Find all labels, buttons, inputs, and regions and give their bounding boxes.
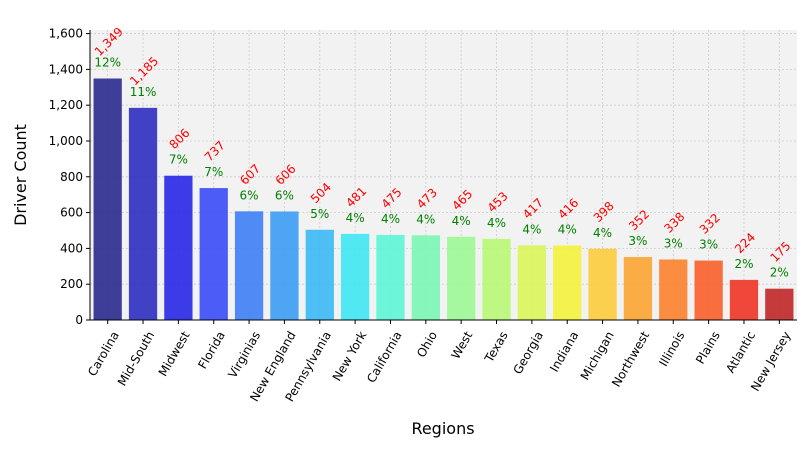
percent-label: 3% [628,234,647,248]
x-tick-label: Michigan [578,329,617,383]
percent-label: 2% [734,257,753,271]
bar [376,234,405,320]
x-tick-label: Ohio [414,329,440,360]
percent-label: 4% [346,211,365,225]
x-tick-label: New York [330,329,370,384]
bar [729,279,759,320]
bar [694,260,723,320]
bar [659,259,688,320]
y-axis-title: Driver Count [11,124,30,226]
x-axis-title: Regions [411,419,474,438]
bar [234,211,264,320]
percent-label: 4% [381,212,400,226]
x-tick-label: Texas [482,329,511,366]
percent-label: 2% [770,266,789,280]
bar [128,107,158,321]
percent-label: 4% [452,214,471,228]
y-tick-label: 600 [60,206,83,220]
bars [93,78,794,321]
x-tick-label: Indiana [547,329,581,374]
bar [588,248,617,320]
percent-label: 6% [240,188,259,202]
bar [765,288,794,320]
percent-label: 7% [169,153,188,167]
bar [553,245,582,320]
x-tick-label: California [364,329,405,385]
y-ticks: 0 200 400 600 800 1,000 1,200 1,400 1,600 [49,27,90,327]
y-tick-label: 1,400 [49,62,83,76]
y-tick-label: 200 [60,277,83,291]
x-tick-label: Georgia [510,329,546,377]
percent-label: 4% [522,222,541,236]
percent-label: 4% [558,223,577,237]
bar [270,211,299,320]
percent-label: 6% [275,189,294,203]
x-tick-label: West [449,329,476,362]
x-tick-label: Mid-South [115,329,157,388]
bar [482,238,511,320]
bar [340,233,370,320]
bar [199,188,228,320]
bar [517,245,547,320]
bar [411,235,440,320]
y-tick-label: 1,000 [49,134,83,148]
bar [164,175,193,320]
y-tick-label: 1,600 [49,27,83,41]
x-tick-label: Plains [693,329,723,366]
y-tick-label: 0 [75,313,83,327]
bar [305,229,334,320]
x-tick-label: Illinois [656,329,687,369]
percent-label: 7% [204,165,223,179]
percent-label: 4% [487,216,506,230]
percent-label: 12% [94,56,121,70]
percent-label: 11% [130,85,157,99]
x-tick-label: Midwest [156,329,193,379]
percent-label: 5% [310,207,329,221]
axes [89,30,797,321]
x-tick-label: Carolina [85,329,122,379]
y-tick-label: 1,200 [49,98,83,112]
bar [93,78,122,320]
bar [623,256,653,320]
percent-label: 4% [416,212,435,226]
percent-label: 4% [593,226,612,240]
x-tick-label: Florida [195,329,228,371]
percent-label: 3% [699,238,718,252]
percent-label: 3% [664,236,683,250]
percent-labels: 12% 11% 7% 7% 6% 6% 5% 4% 4% 4% 4% 4% 4% 4% 4% 3% 3% 3% 2%… [94,56,789,280]
y-tick-label: 800 [60,170,83,184]
y-tick-label: 400 [60,241,83,255]
x-tick-label: Atlantic [723,329,758,376]
x-tick-label: Virginias [225,329,263,381]
plot-area [90,30,797,320]
bar [447,236,476,320]
